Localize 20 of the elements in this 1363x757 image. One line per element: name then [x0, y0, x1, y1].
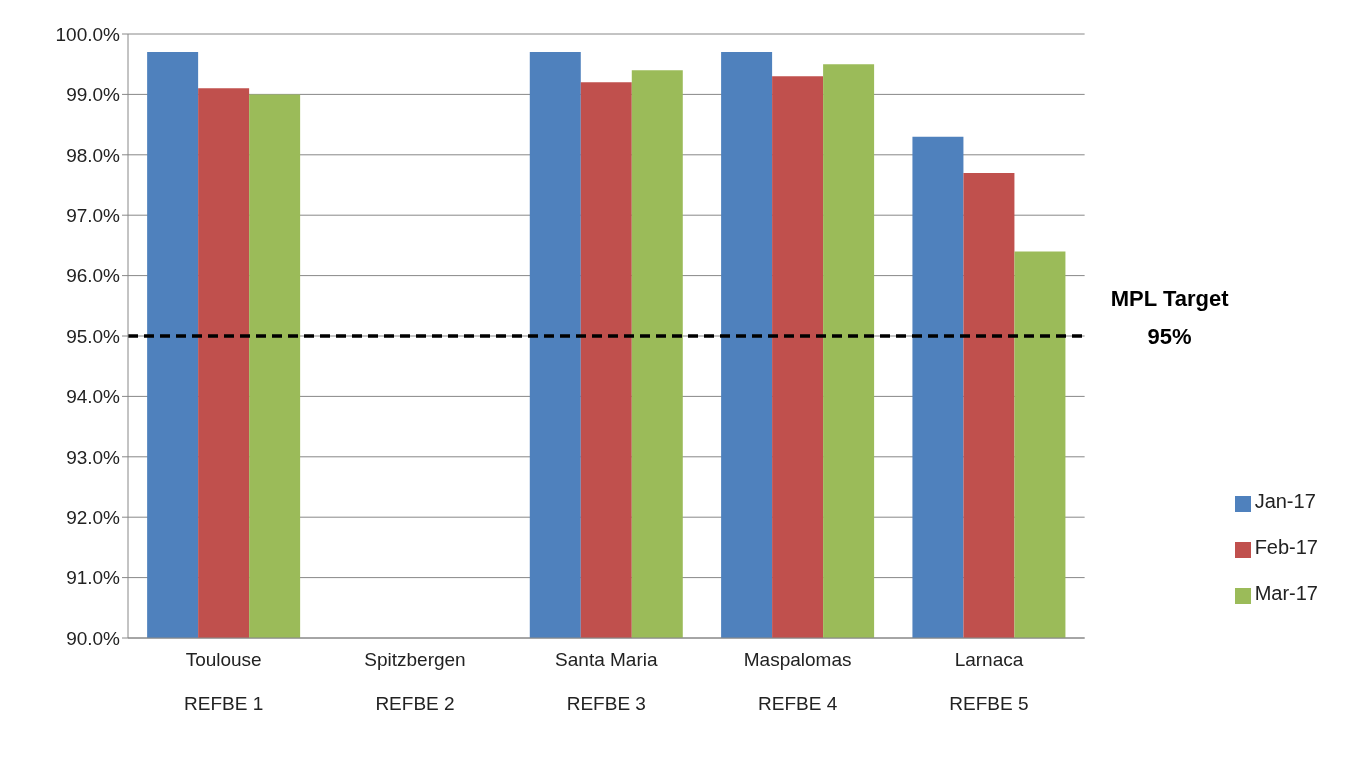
y-tick-label: 97.0%	[66, 204, 121, 226]
legend-label: Jan-17	[1254, 490, 1316, 512]
legend-label: Feb-17	[1254, 536, 1318, 558]
y-tick-label: 94.0%	[66, 386, 121, 408]
category-label: Toulouse REFBE 1	[184, 649, 264, 714]
y-tick-label: 98.0%	[66, 144, 121, 166]
category-label: Larnaca REFBE 5	[949, 649, 1029, 714]
y-tick-label: 96.0%	[66, 265, 121, 287]
y-tick-label: 90.0%	[66, 627, 121, 649]
y-tick-label: 99.0%	[66, 84, 121, 106]
category-label: Spitzbergen REFBE 2	[364, 649, 466, 714]
category-label: Santa Maria REFBE 3	[555, 649, 658, 714]
y-tick-label: 100.0%	[55, 23, 121, 45]
y-tick-label: 95.0%	[66, 325, 121, 347]
category-label: Maspalomas REFBE 4	[743, 649, 852, 714]
ref-line-label: MPL Target 95%	[1110, 286, 1230, 349]
y-tick-label: 91.0%	[66, 567, 121, 589]
legend-label: Mar-17	[1254, 582, 1318, 604]
y-tick-label: 92.0%	[66, 506, 121, 528]
y-tick-label: 93.0%	[66, 446, 121, 468]
